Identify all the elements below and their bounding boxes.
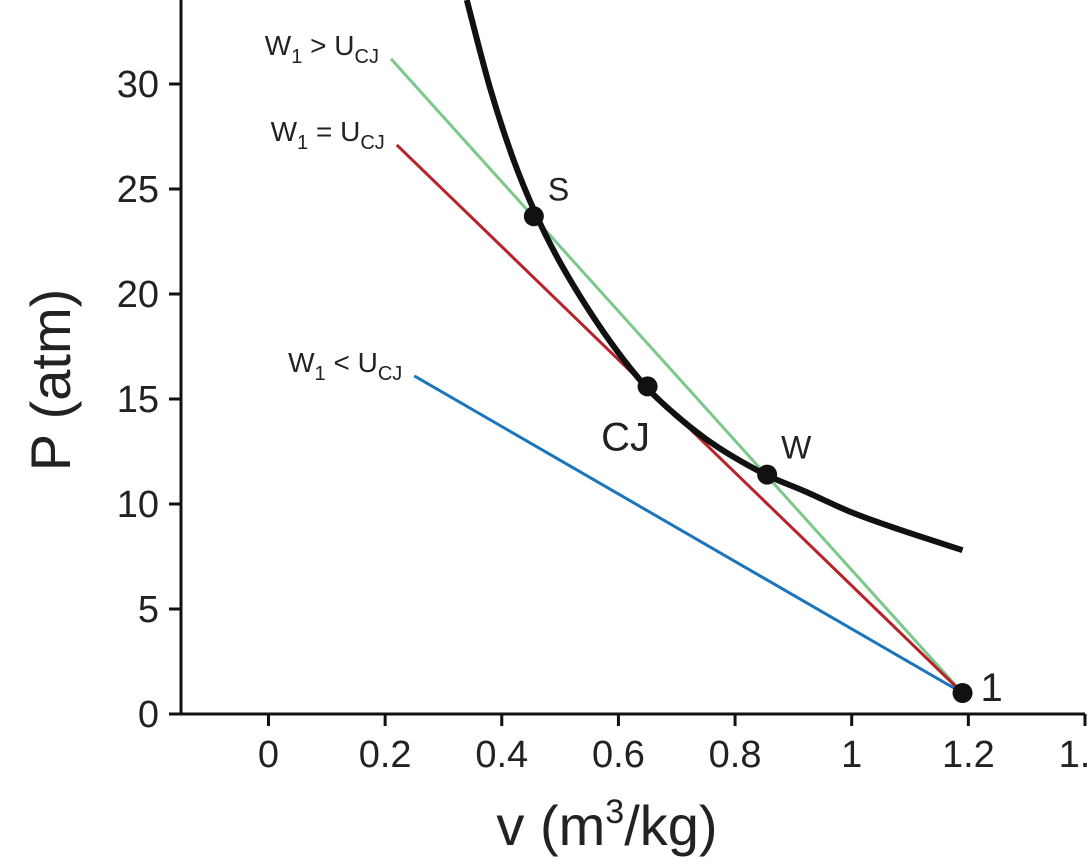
x-tick-label: 0.4 [475, 734, 528, 776]
point-label-cj: CJ [601, 415, 650, 459]
rayleigh-line-label-3: W1 < UCJ [288, 347, 402, 385]
hugoniot-curve-group [463, 0, 964, 554]
rayleigh-lines [389, 57, 964, 695]
x-tick-label: 1.2 [942, 734, 995, 776]
x-tick-label: 0.2 [359, 734, 412, 776]
point-w [757, 464, 778, 485]
rayleigh-line-labels: W1 > UCJ W1 = UCJ W1 < UCJ [265, 30, 403, 385]
x-tick-label: 0 [258, 734, 279, 776]
x-tick-label: 1.4 [1059, 734, 1091, 776]
point-cj [637, 376, 658, 397]
y-tick-label: 10 [117, 484, 159, 526]
y-tick-label: 25 [117, 169, 159, 211]
y-tick-label: 5 [138, 589, 159, 631]
hugoniot-curve [463, 0, 964, 554]
rayleigh-line-3 [413, 374, 964, 695]
rayleigh-line-label-2: W1 = UCJ [271, 116, 385, 154]
y-axis-ticks: 0 5 10 15 20 25 30 [117, 64, 181, 736]
point-label-s: S [548, 171, 569, 207]
x-tick-label: 0.6 [592, 734, 645, 776]
rayleigh-line-label-1: W1 > UCJ [265, 30, 379, 68]
y-tick-label: 15 [117, 379, 159, 421]
point-label-w: W [781, 430, 812, 466]
axes [179, 0, 1085, 716]
y-tick-label: 0 [138, 694, 159, 736]
rayleigh-line-1 [389, 57, 964, 695]
x-tick-label: 1 [841, 734, 862, 776]
y-tick-label: 30 [117, 64, 159, 106]
y-tick-label: 20 [117, 274, 159, 316]
x-axis-ticks: 0 0.2 0.4 0.6 0.8 1 1.2 1.4 [258, 714, 1091, 776]
point-s [523, 206, 544, 227]
point-1 [952, 683, 973, 703]
x-axis-title: v (m3/kg) [496, 793, 717, 857]
x-tick-label: 0.8 [709, 734, 762, 776]
y-axis-title: P (atm) [19, 289, 82, 472]
point-label-1: 1 [981, 666, 1003, 710]
state-points: S CJ W 1 [523, 171, 1003, 710]
